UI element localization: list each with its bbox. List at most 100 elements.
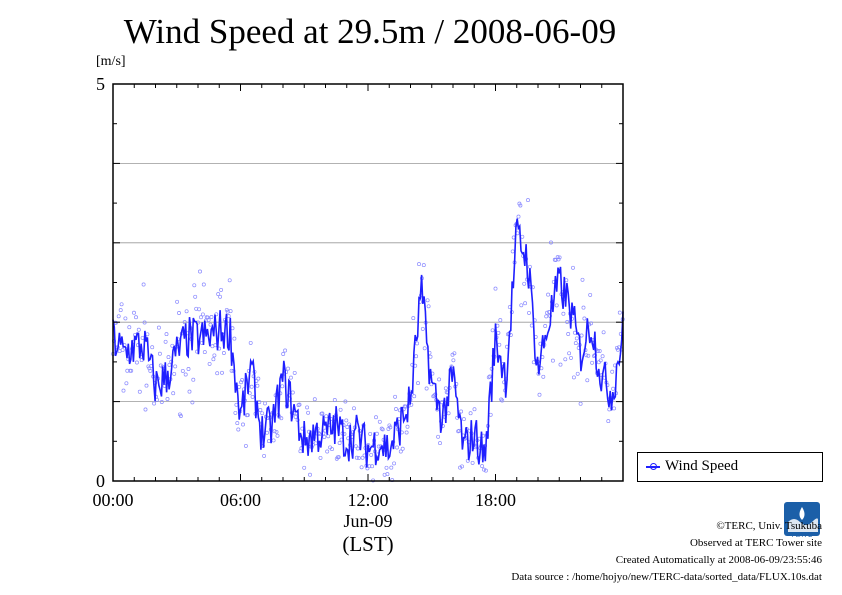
wind-speed-point <box>405 424 410 429</box>
wind-speed-point <box>369 452 374 457</box>
wind-speed-point <box>412 394 417 399</box>
wind-speed-point <box>510 249 515 254</box>
wind-speed-point <box>394 407 398 411</box>
wind-speed-point <box>388 425 393 430</box>
wind-speed-point <box>571 265 575 270</box>
wind-speed-point <box>561 311 566 316</box>
wind-speed-point <box>144 383 149 388</box>
wind-speed-point <box>163 339 168 344</box>
wind-speed-point <box>543 324 548 328</box>
wind-speed-point <box>480 464 485 469</box>
wind-speed-point <box>500 398 505 403</box>
wind-speed-point <box>517 201 522 206</box>
wind-speed-point <box>212 353 217 358</box>
wind-speed-point <box>370 464 375 469</box>
legend-point-swatch <box>650 463 657 470</box>
wind-speed-point <box>488 412 493 417</box>
x-tick-label: 00:00 <box>92 490 133 510</box>
wind-speed-point <box>438 441 442 446</box>
wind-speed-point <box>171 391 176 396</box>
wind-speed-point <box>208 322 213 327</box>
wind-speed-point <box>206 318 211 322</box>
wind-speed-point <box>377 419 382 424</box>
footer-created: Created Automatically at 2008-06-09/23:5… <box>615 554 822 566</box>
wind-speed-point <box>227 278 232 283</box>
wind-speed-point <box>567 351 572 356</box>
wind-speed-point <box>426 304 431 309</box>
wind-speed-point <box>193 294 198 299</box>
wind-speed-point <box>134 360 139 365</box>
wind-speed-point <box>124 381 129 386</box>
wind-speed-point <box>589 321 594 326</box>
wind-speed-point <box>260 411 265 416</box>
wind-speed-point <box>558 362 563 367</box>
wind-speed-point <box>588 292 593 297</box>
wind-speed-point <box>585 378 590 383</box>
wind-speed-point <box>175 299 180 304</box>
footer-source: Data source : /home/hojyo/new/TERC-data/… <box>511 571 822 583</box>
wind-speed-point <box>544 314 549 319</box>
wind-speed-point <box>483 468 488 473</box>
wind-speed-point <box>312 397 317 402</box>
wind-speed-point <box>166 355 171 360</box>
x-date-label: Jun-09 <box>344 511 393 531</box>
wind-speed-point <box>235 421 240 426</box>
wind-speed-point <box>202 350 207 355</box>
wind-speed-point <box>428 354 433 359</box>
wind-speed-point <box>556 257 561 262</box>
wind-speed-point <box>245 413 250 418</box>
wind-speed-point <box>443 386 448 391</box>
wind-speed-point <box>586 353 591 358</box>
wind-speed-point <box>379 426 384 431</box>
wind-speed-point <box>280 384 285 389</box>
wind-speed-point <box>347 422 352 427</box>
wind-speed-point <box>400 446 405 451</box>
wind-speed-point <box>436 434 441 439</box>
wind-speed-point <box>143 407 148 412</box>
wind-speed-point <box>191 377 196 382</box>
wind-speed-point <box>281 352 286 356</box>
wind-speed-point <box>288 375 293 380</box>
wind-speed-point <box>209 315 214 319</box>
wind-speed-point <box>330 447 334 452</box>
wind-speed-point <box>279 416 284 421</box>
wind-speed-point <box>459 409 464 414</box>
wind-speed-point <box>221 351 226 355</box>
wind-speed-point <box>574 336 579 341</box>
wind-speed-point <box>392 461 397 466</box>
wind-speed-point <box>248 340 253 345</box>
wind-speed-point <box>395 445 399 450</box>
wind-speed-point <box>148 368 153 373</box>
wind-speed-point <box>283 348 288 353</box>
wind-speed-point <box>173 364 178 369</box>
wind-speed-point <box>582 316 587 321</box>
wind-speed-point <box>137 389 142 394</box>
wind-speed-point <box>290 390 295 395</box>
wind-speed-point <box>119 302 124 307</box>
wind-speed-point <box>263 401 267 406</box>
wind-speed-point <box>164 332 169 337</box>
wind-speed-point <box>573 341 578 346</box>
wind-speed-point <box>416 381 420 386</box>
wind-speed-point <box>546 292 551 297</box>
chart-title: Wind Speed at 29.5m / 2008-06-09 <box>123 12 617 51</box>
wind-speed-point <box>207 361 212 366</box>
wind-speed-point <box>549 240 553 245</box>
wind-speed-point <box>566 332 571 336</box>
wind-speed-point <box>520 234 525 239</box>
wind-speed-point <box>600 354 605 359</box>
axis-labels: 5 000:00 06:00 12:00 18:00 Jun-09(LST) <box>92 74 516 556</box>
wind-speed-point <box>140 335 145 340</box>
wind-speed-point <box>344 418 349 423</box>
wind-speed-point <box>308 472 312 477</box>
wind-speed-point <box>404 430 409 435</box>
wind-speed-point <box>429 382 434 387</box>
wind-speed-point <box>216 292 221 297</box>
wind-speed-point <box>527 264 532 269</box>
wind-speed-point <box>306 410 311 415</box>
wind-speed-point <box>192 283 197 288</box>
wind-speed-point <box>200 312 205 317</box>
wind-speed-point <box>596 360 601 365</box>
wind-speed-point <box>249 384 254 389</box>
